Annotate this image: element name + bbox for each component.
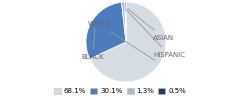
Wedge shape	[125, 2, 126, 42]
Wedge shape	[86, 2, 126, 59]
Text: ASIAN: ASIAN	[128, 9, 174, 41]
Legend: 68.1%, 30.1%, 1.3%, 0.5%: 68.1%, 30.1%, 1.3%, 0.5%	[51, 85, 189, 97]
Text: WHITE: WHITE	[88, 21, 155, 60]
Text: BLACK: BLACK	[81, 28, 104, 60]
Wedge shape	[121, 2, 126, 42]
Text: HISPANIC: HISPANIC	[125, 9, 185, 58]
Wedge shape	[90, 2, 166, 82]
